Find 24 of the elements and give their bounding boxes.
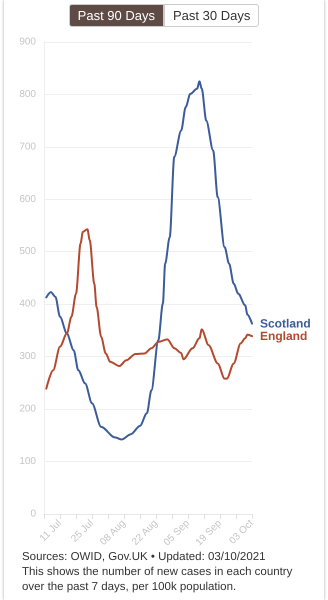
y-tick-label: 100	[19, 456, 36, 467]
x-tick-label: 11 Jul	[38, 518, 64, 544]
y-tick-label: 600	[19, 194, 36, 205]
toggle-group: Past 90 Days Past 30 Days	[4, 4, 324, 27]
y-tick-label: 900	[19, 36, 36, 48]
y-tick-label: 300	[19, 351, 36, 362]
y-tick-label: 800	[19, 88, 36, 100]
y-tick-label: 500	[19, 246, 36, 258]
y-tick-label: 200	[19, 404, 36, 415]
series-label: Scotland	[260, 316, 311, 331]
x-tick-label: 19 Sep	[194, 518, 224, 548]
x-tick-label: 03 Oct	[227, 518, 256, 547]
y-tick-label: 700	[19, 141, 36, 152]
line-series	[45, 80, 253, 440]
text: This shows the number of new cases in each country over the past 7 days, per 100k population.	[22, 565, 294, 595]
x-tick-label: 05 Sep	[162, 518, 192, 548]
series-label: England	[260, 329, 308, 344]
line-series	[45, 228, 253, 390]
y-tick-label: 0	[30, 508, 36, 520]
x-tick-label: 25 Jul	[69, 518, 96, 545]
x-tick-label: 22 Aug	[130, 518, 160, 548]
x-tick-label: 08 Aug	[98, 518, 128, 548]
source-note: Sources: OWID, Gov.UK • Updated: 03/10/2021	[22, 550, 267, 565]
y-tick-label: 400	[19, 298, 36, 310]
